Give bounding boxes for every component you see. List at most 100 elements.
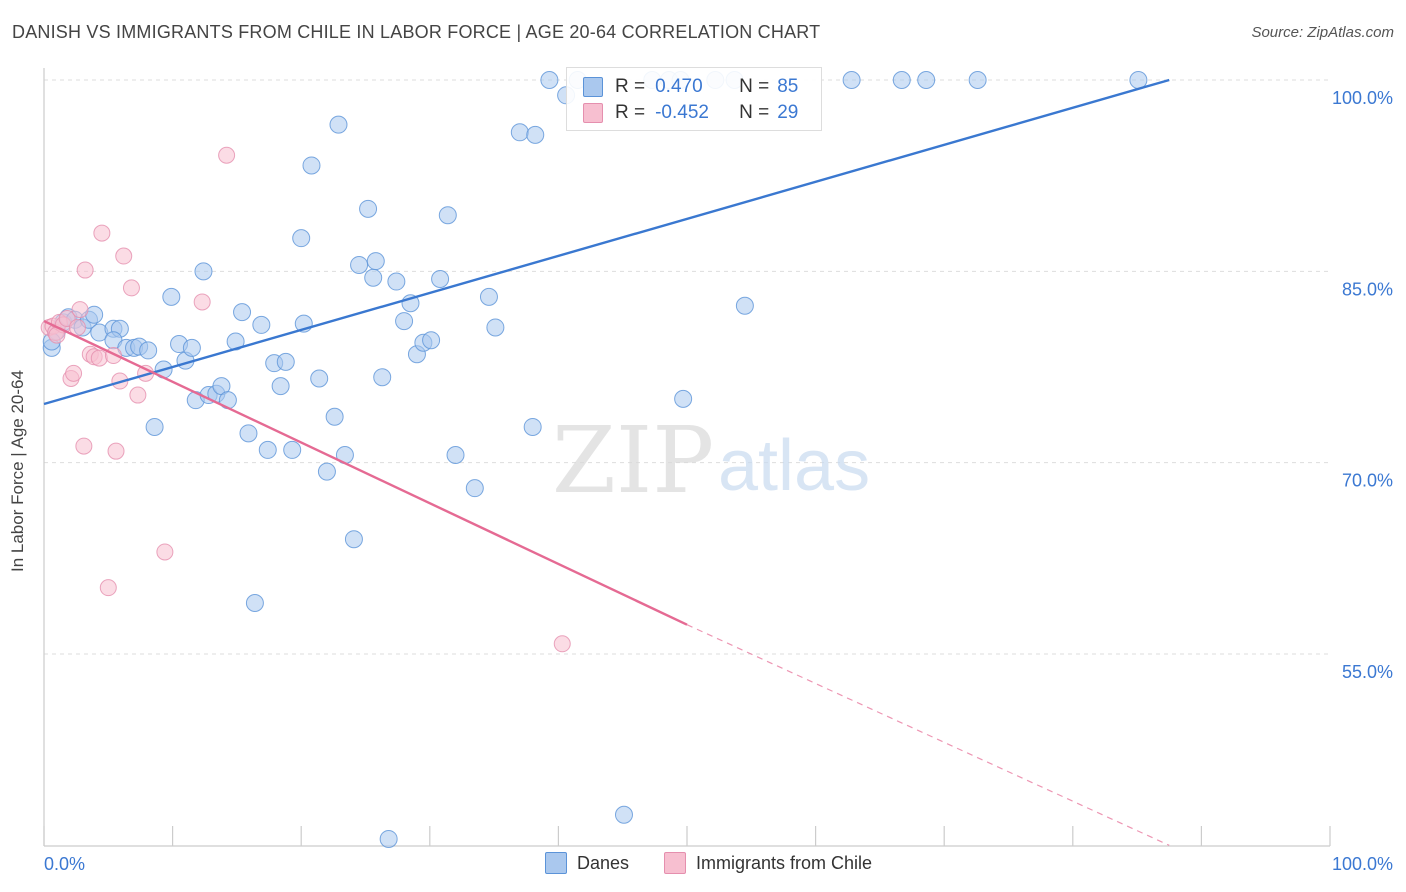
- chile-point: [156, 543, 174, 561]
- legend-swatch-danes: [583, 77, 603, 97]
- danes-point: [276, 352, 295, 371]
- danes-point: [366, 252, 385, 271]
- danes-point: [540, 71, 559, 89]
- danes-point: [526, 125, 545, 144]
- x-tick-label: 100.0%: [1332, 854, 1393, 874]
- danes-point: [252, 315, 271, 334]
- danes-point: [395, 312, 414, 331]
- chile-point: [129, 386, 147, 404]
- legend-swatch-danes-bottom: [545, 852, 567, 874]
- danes-point: [239, 424, 258, 443]
- danes-point: [162, 287, 181, 306]
- stats-legend-row-danes: R = 0.470 N = 85: [583, 74, 798, 100]
- danes-point: [422, 331, 441, 350]
- danes-point: [735, 296, 754, 315]
- y-tick-label: 55.0%: [1342, 662, 1393, 682]
- danes-point: [674, 389, 693, 408]
- danes-point: [329, 115, 348, 134]
- watermark-zip: ZIP: [552, 407, 714, 514]
- x-tick-label: 0.0%: [44, 854, 85, 874]
- y-tick-label: 85.0%: [1342, 279, 1393, 299]
- gridlines: [44, 79, 1330, 655]
- legend-r-value: 0.470: [655, 76, 703, 97]
- chile-point: [99, 579, 117, 597]
- danes-point: [379, 829, 398, 848]
- tick-labels: 100.0% 85.0% 70.0% 55.0% 0.0% 100.0%: [44, 88, 1393, 874]
- danes-point: [344, 530, 363, 549]
- danes-point: [523, 417, 542, 436]
- legend-n-label: N =: [739, 76, 770, 97]
- chart-source: Source: ZipAtlas.com: [1251, 24, 1394, 41]
- chile-point: [71, 301, 89, 319]
- danes-point: [283, 440, 302, 459]
- danes-point: [302, 156, 321, 175]
- chile-point: [93, 224, 111, 242]
- chile-point: [553, 635, 571, 653]
- chile-point: [68, 318, 86, 336]
- danes-point: [325, 407, 344, 426]
- watermark: ZIP atlas: [552, 407, 870, 514]
- chile-point: [107, 442, 125, 460]
- stats-legend: R = 0.470 N = 85 R = -0.452 N = 29: [566, 67, 822, 131]
- chile-point: [65, 364, 83, 382]
- danes-point: [245, 593, 264, 612]
- legend-label-chile: Immigrants from Chile: [696, 852, 873, 873]
- legend-r-value: -0.452: [655, 102, 709, 123]
- chile-point: [76, 261, 94, 279]
- legend-n-label: N =: [739, 102, 770, 123]
- danes-point: [233, 303, 252, 322]
- chile-point: [218, 146, 236, 164]
- danes-point: [292, 229, 311, 248]
- legend-swatch-chile-bottom: [664, 852, 686, 874]
- danes-point: [364, 268, 383, 287]
- danes-point: [139, 341, 158, 360]
- legend-item-danes[interactable]: Danes: [545, 852, 629, 874]
- danes-point: [182, 338, 201, 357]
- danes-point: [145, 417, 164, 436]
- chart-title: DANISH VS IMMIGRANTS FROM CHILE IN LABOR…: [12, 22, 821, 42]
- chile-point: [193, 293, 211, 311]
- trend-lines: [43, 78, 1170, 846]
- legend-label-danes: Danes: [577, 852, 630, 873]
- danes-point: [446, 446, 465, 465]
- chile-trend-line-extension: [686, 624, 1170, 846]
- watermark-atlas: atlas: [718, 426, 870, 506]
- legend-r-label: R =: [615, 76, 646, 97]
- chile-point: [115, 247, 133, 265]
- danes-point: [465, 479, 484, 498]
- danes-point: [479, 287, 498, 306]
- chile-point: [75, 437, 93, 455]
- danes-point: [359, 199, 378, 218]
- series-chile-points: [40, 146, 571, 653]
- danes-point: [317, 462, 336, 481]
- chile-trend-line: [43, 319, 688, 626]
- legend-n-value: 85: [777, 76, 799, 97]
- danes-point: [373, 368, 392, 387]
- danes-point: [917, 71, 936, 89]
- danes-point: [350, 255, 369, 274]
- danes-point: [431, 269, 450, 288]
- danes-point: [310, 369, 329, 388]
- legend-n-value: 29: [777, 102, 799, 123]
- y-axis-label: In Labor Force | Age 20-64: [8, 370, 27, 572]
- legend-swatch-chile: [583, 103, 603, 123]
- danes-point: [486, 318, 505, 337]
- chile-point: [90, 349, 108, 367]
- danes-point: [510, 123, 529, 142]
- danes-point: [194, 262, 213, 281]
- stats-legend-row-chile: R = -0.452 N = 29: [583, 100, 798, 126]
- y-tick-label: 70.0%: [1342, 471, 1393, 491]
- danes-point: [842, 71, 861, 89]
- danes-point: [387, 272, 406, 291]
- legend-r-label: R =: [615, 102, 646, 123]
- danes-trend-line: [43, 78, 1170, 406]
- danes-point: [614, 805, 633, 824]
- danes-point: [258, 440, 277, 459]
- chile-point: [122, 279, 140, 297]
- danes-point: [968, 71, 987, 89]
- danes-point: [438, 206, 457, 225]
- danes-point: [271, 377, 290, 396]
- legend-item-chile[interactable]: Immigrants from Chile: [664, 852, 872, 874]
- danes-point: [892, 71, 911, 89]
